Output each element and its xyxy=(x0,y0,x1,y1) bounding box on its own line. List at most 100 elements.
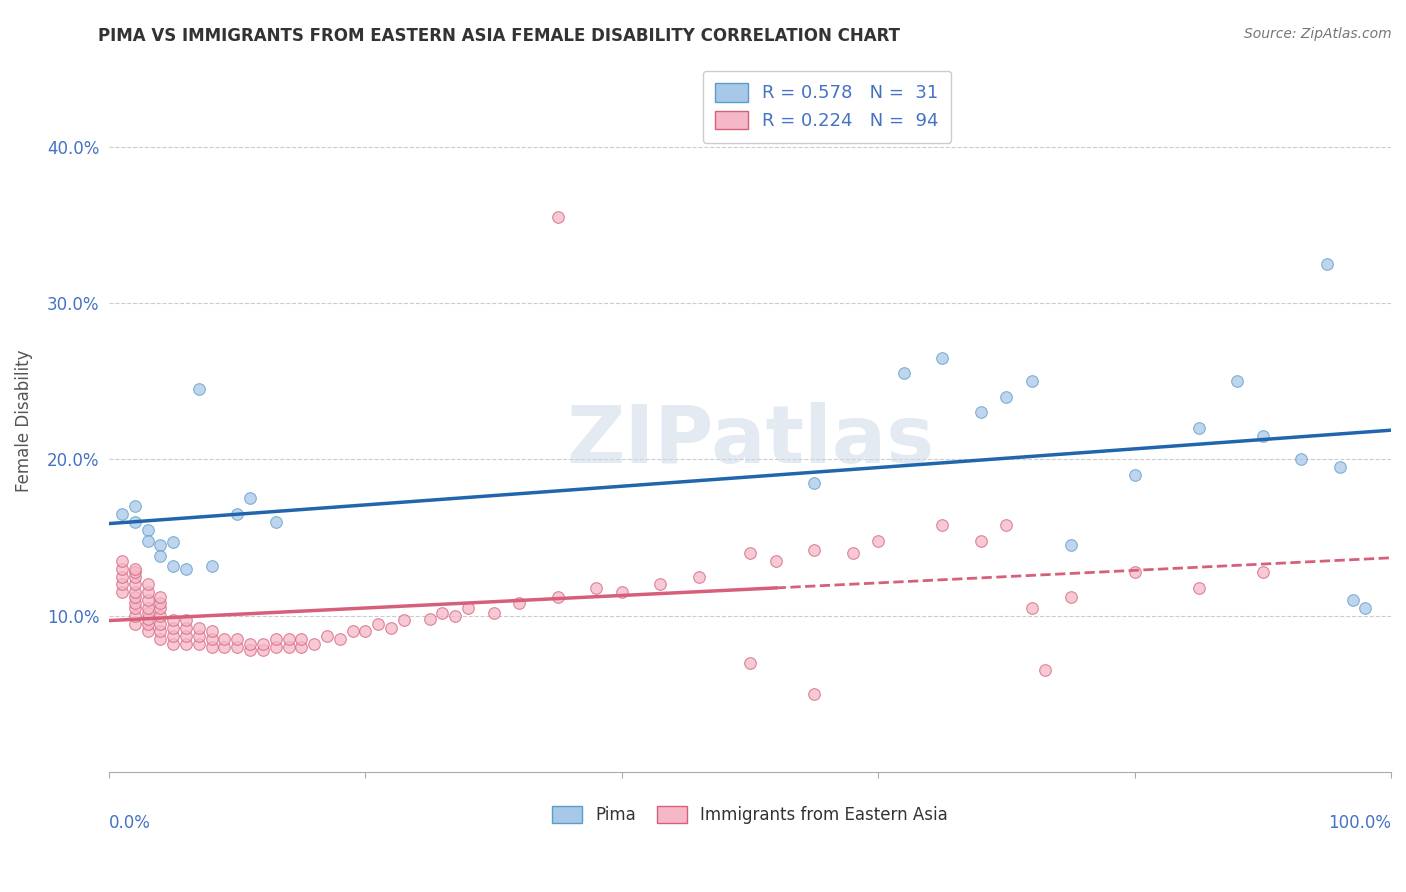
Point xyxy=(136,600,159,615)
Point xyxy=(264,632,287,647)
Point xyxy=(201,558,224,573)
Point xyxy=(342,624,364,639)
Point xyxy=(1021,600,1043,615)
Point xyxy=(765,554,787,568)
Point xyxy=(187,382,209,396)
Point xyxy=(201,632,224,647)
Point xyxy=(124,500,146,514)
Y-axis label: Female Disability: Female Disability xyxy=(15,349,32,491)
Point xyxy=(1033,664,1056,678)
Point xyxy=(547,210,569,224)
Point xyxy=(392,614,415,628)
Point xyxy=(650,577,672,591)
Point xyxy=(482,606,505,620)
Point xyxy=(149,590,172,604)
Text: 0.0%: 0.0% xyxy=(110,814,150,832)
Point xyxy=(803,475,825,490)
Point xyxy=(226,632,249,647)
Point xyxy=(547,590,569,604)
Point xyxy=(1329,460,1351,475)
Point xyxy=(1354,600,1376,615)
Point xyxy=(380,621,402,635)
Point xyxy=(201,640,224,654)
Point xyxy=(136,606,159,620)
Point xyxy=(970,405,993,419)
Point xyxy=(124,585,146,599)
Point xyxy=(226,640,249,654)
Point xyxy=(136,593,159,607)
Point xyxy=(432,606,454,620)
Point xyxy=(264,640,287,654)
Point xyxy=(239,491,262,506)
Point xyxy=(162,535,184,549)
Point xyxy=(124,515,146,529)
Point xyxy=(149,616,172,631)
Point xyxy=(124,577,146,591)
Point xyxy=(124,616,146,631)
Point xyxy=(290,640,312,654)
Point xyxy=(457,600,479,615)
Point xyxy=(252,643,274,657)
Point xyxy=(136,577,159,591)
Point xyxy=(174,614,197,628)
Point xyxy=(226,507,249,521)
Text: PIMA VS IMMIGRANTS FROM EASTERN ASIA FEMALE DISABILITY CORRELATION CHART: PIMA VS IMMIGRANTS FROM EASTERN ASIA FEM… xyxy=(98,27,900,45)
Point xyxy=(239,637,262,651)
Point xyxy=(316,629,339,643)
Point xyxy=(1059,590,1081,604)
Point xyxy=(995,518,1018,533)
Point xyxy=(162,637,184,651)
Point xyxy=(585,581,607,595)
Point xyxy=(124,562,146,576)
Point xyxy=(187,637,209,651)
Point xyxy=(738,546,761,560)
Point xyxy=(508,596,530,610)
Point xyxy=(277,640,299,654)
Point xyxy=(124,590,146,604)
Point xyxy=(111,562,134,576)
Point xyxy=(111,554,134,568)
Point xyxy=(136,624,159,639)
Point xyxy=(124,596,146,610)
Point xyxy=(290,632,312,647)
Point xyxy=(803,543,825,558)
Point xyxy=(970,533,993,548)
Text: Source: ZipAtlas.com: Source: ZipAtlas.com xyxy=(1244,27,1392,41)
Point xyxy=(149,596,172,610)
Point xyxy=(149,549,172,564)
Point xyxy=(124,565,146,579)
Point xyxy=(111,585,134,599)
Point xyxy=(201,624,224,639)
Point xyxy=(136,523,159,537)
Point xyxy=(162,614,184,628)
Point xyxy=(187,629,209,643)
Point xyxy=(841,546,863,560)
Point xyxy=(124,569,146,583)
Point xyxy=(149,600,172,615)
Point xyxy=(187,621,209,635)
Point xyxy=(1251,429,1274,443)
Point xyxy=(354,624,377,639)
Point xyxy=(931,351,953,365)
Point xyxy=(174,621,197,635)
Point xyxy=(214,632,236,647)
Point xyxy=(264,515,287,529)
Point xyxy=(738,656,761,670)
Point xyxy=(1291,452,1313,467)
Point xyxy=(136,533,159,548)
Point xyxy=(803,687,825,701)
Point xyxy=(931,518,953,533)
Point xyxy=(136,616,159,631)
Point xyxy=(162,621,184,635)
Point xyxy=(1059,538,1081,552)
Point xyxy=(277,632,299,647)
Point xyxy=(162,629,184,643)
Point xyxy=(239,643,262,657)
Point xyxy=(1188,421,1211,435)
Point xyxy=(174,629,197,643)
Point xyxy=(367,616,389,631)
Point xyxy=(111,577,134,591)
Point xyxy=(329,632,352,647)
Point xyxy=(174,562,197,576)
Point xyxy=(1226,374,1249,388)
